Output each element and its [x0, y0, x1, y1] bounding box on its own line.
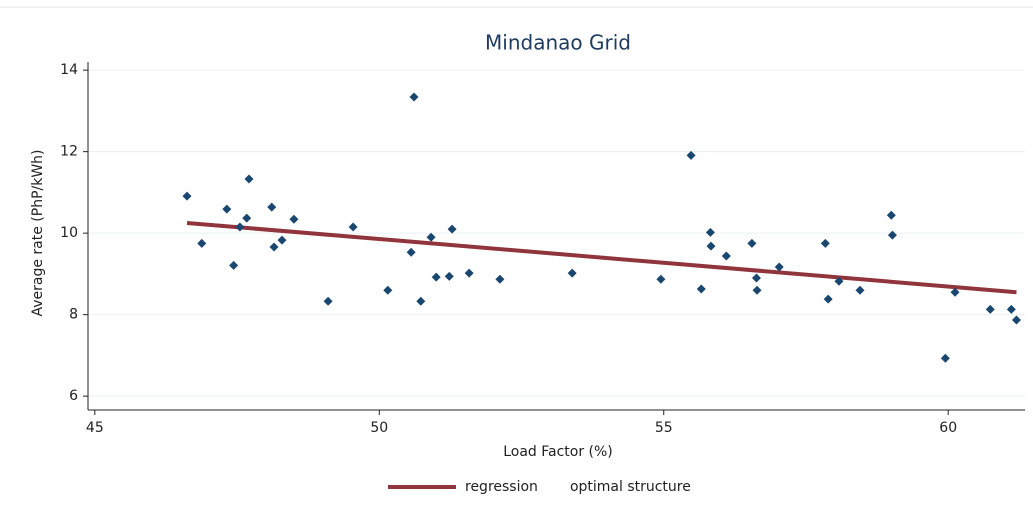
y-tick-label: 12 — [60, 144, 78, 160]
x-tick-label: 60 — [939, 420, 957, 436]
point — [348, 222, 358, 232]
x-tick-label: 50 — [370, 420, 388, 436]
point — [406, 247, 416, 257]
point — [940, 353, 950, 363]
point — [235, 222, 245, 232]
point — [229, 260, 239, 270]
point — [656, 274, 666, 284]
point — [182, 191, 192, 201]
point — [383, 285, 393, 295]
point — [706, 241, 716, 251]
chart-title: Mindanao Grid — [485, 31, 631, 55]
point — [409, 92, 419, 102]
point — [269, 242, 279, 252]
point — [834, 276, 844, 286]
point — [267, 202, 277, 212]
point — [244, 174, 254, 184]
legend-label: optimal structure — [570, 479, 691, 495]
y-tick-label: 6 — [69, 388, 78, 404]
y-tick-label: 8 — [69, 307, 78, 323]
x-tick-label: 45 — [86, 420, 104, 436]
point — [721, 251, 731, 261]
point — [464, 268, 474, 278]
point — [495, 274, 505, 284]
point — [1011, 315, 1021, 325]
point — [222, 204, 232, 214]
y-axis-label: Average rate (PhP/kWh) — [30, 149, 46, 316]
point — [289, 214, 299, 224]
point — [747, 238, 757, 248]
point — [444, 271, 454, 281]
point — [686, 150, 696, 160]
point — [447, 224, 457, 234]
point — [567, 268, 577, 278]
point — [197, 238, 207, 248]
y-tick-label: 10 — [60, 225, 78, 241]
point — [887, 230, 897, 240]
point — [752, 285, 762, 295]
point — [950, 287, 960, 297]
point — [774, 262, 784, 272]
point — [1006, 304, 1016, 314]
point — [426, 232, 436, 242]
point — [985, 304, 995, 314]
point — [431, 272, 441, 282]
point — [696, 284, 706, 294]
point — [242, 213, 252, 223]
point — [705, 227, 715, 237]
regression-line — [186, 220, 1017, 295]
y-tick-label: 14 — [60, 62, 78, 78]
point — [886, 210, 896, 220]
point — [277, 235, 287, 245]
point — [855, 285, 865, 295]
point — [751, 273, 761, 283]
legend-label: regression — [465, 479, 538, 495]
x-tick-label: 55 — [655, 420, 673, 436]
point — [820, 238, 830, 248]
x-axis-label: Load Factor (%) — [503, 444, 613, 460]
point — [823, 294, 833, 304]
point — [323, 296, 333, 306]
point — [416, 296, 426, 306]
